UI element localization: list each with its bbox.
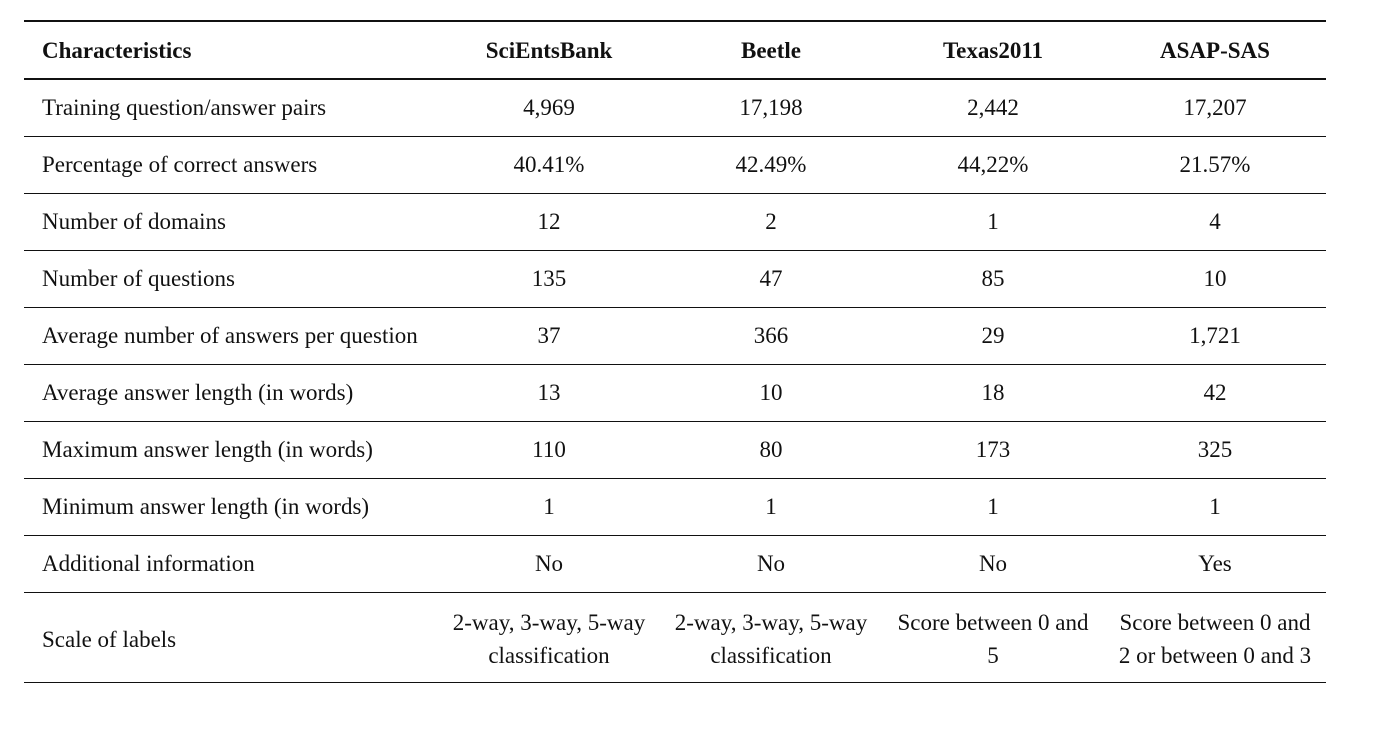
table-cell: 80 <box>759 437 783 462</box>
table-cell: 1 <box>765 494 777 519</box>
table-row: Additional information No No No Yes <box>24 536 1326 593</box>
row-label: Minimum answer length (in words) <box>42 494 370 519</box>
table-cell: Yes <box>1198 551 1232 576</box>
table-cell: 366 <box>753 323 789 348</box>
table-row: Scale of labels 2-way, 3-way, 5-way clas… <box>24 593 1326 683</box>
header-texas2011: Texas2011 <box>942 37 1044 63</box>
table-cell: 13 <box>537 380 561 405</box>
table-header-row: Characteristics SciEntsBank Beetle Texas… <box>24 21 1326 79</box>
table-cell: 110 <box>532 437 566 462</box>
table-cell: 173 <box>975 437 1011 462</box>
table-cell: 2,442 <box>967 95 1019 120</box>
table-cell: 17,198 <box>739 95 803 120</box>
table-cell: 1 <box>543 494 555 519</box>
table-cell: 44,22% <box>957 152 1029 177</box>
row-label: Percentage of correct answers <box>42 152 318 177</box>
row-label: Scale of labels <box>42 626 177 652</box>
table-row: Average number of answers per question 3… <box>24 308 1326 365</box>
table-cell: Score between 0 and 5 <box>897 610 1089 668</box>
table-cell: No <box>756 551 786 576</box>
row-label: Average number of answers per question <box>42 323 418 348</box>
table-cell: 42.49% <box>735 152 807 177</box>
table-cell: 4,969 <box>523 95 575 120</box>
table-cell: 135 <box>531 266 567 291</box>
table-row: Number of domains 12 2 1 4 <box>24 194 1326 251</box>
table-cell: 1 <box>1209 494 1221 519</box>
table-cell: 85 <box>981 266 1005 291</box>
dataset-comparison-table-wrapper: Characteristics SciEntsBank Beetle Texas… <box>24 20 1326 683</box>
dataset-comparison-table: Characteristics SciEntsBank Beetle Texas… <box>24 20 1326 683</box>
table-cell: Score between 0 and 2 or between 0 and 3 <box>1118 610 1312 668</box>
table-cell: 37 <box>537 323 561 348</box>
table-cell: 4 <box>1209 209 1221 234</box>
row-label: Average answer length (in words) <box>42 380 354 405</box>
table-cell: 2 <box>765 209 777 234</box>
table-row: Maximum answer length (in words) 110 80 … <box>24 422 1326 479</box>
row-label: Additional information <box>42 551 255 576</box>
table-cell: 17,207 <box>1183 95 1247 120</box>
row-label: Training question/answer pairs <box>42 95 327 120</box>
table-cell: 18 <box>981 380 1005 405</box>
table-cell: 1,721 <box>1189 323 1241 348</box>
table-cell: 1 <box>987 209 999 234</box>
row-label: Maximum answer length (in words) <box>42 437 373 462</box>
table-row: Minimum answer length (in words) 1 1 1 1 <box>24 479 1326 536</box>
table-row: Percentage of correct answers 40.41% 42.… <box>24 137 1326 194</box>
table-cell: No <box>534 551 564 576</box>
table-cell: 40.41% <box>513 152 585 177</box>
table-cell: 2-way, 3-way, 5-way classification <box>452 610 646 668</box>
header-asap-sas: ASAP-SAS <box>1160 37 1270 63</box>
table-cell: 47 <box>759 266 783 291</box>
table-row: Average answer length (in words) 13 10 1… <box>24 365 1326 422</box>
header-characteristics: Characteristics <box>42 37 192 63</box>
table-cell: 325 <box>1197 437 1233 462</box>
table-cell: 10 <box>759 380 783 405</box>
table-cell: 2-way, 3-way, 5-way classification <box>674 610 868 668</box>
table-row: Training question/answer pairs 4,969 17,… <box>24 79 1326 137</box>
table-cell: 1 <box>987 494 999 519</box>
header-beetle: Beetle <box>740 37 801 63</box>
header-scientsbank: SciEntsBank <box>485 37 613 63</box>
row-label: Number of domains <box>42 209 226 234</box>
table-cell: 42 <box>1203 380 1227 405</box>
table-row: Number of questions 135 47 85 10 <box>24 251 1326 308</box>
table-cell: 10 <box>1203 266 1227 291</box>
table-cell: 29 <box>981 323 1005 348</box>
table-cell: 21.57% <box>1179 152 1251 177</box>
row-label: Number of questions <box>42 266 235 291</box>
table-cell: 12 <box>537 209 561 234</box>
table-cell: No <box>978 551 1008 576</box>
